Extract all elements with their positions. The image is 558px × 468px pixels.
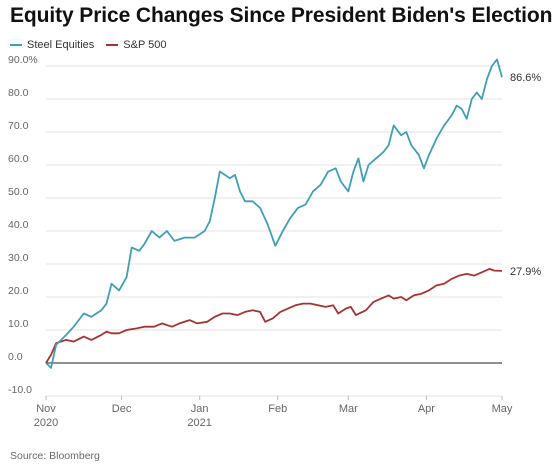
y-tick-label: 20.0	[8, 285, 29, 297]
x-tick-sublabel: 2020	[34, 417, 58, 429]
y-tick-label: 30.0	[8, 252, 29, 264]
y-tick-label: 50.0	[8, 186, 29, 198]
x-tick-label: Nov	[36, 403, 56, 415]
chart-title: Equity Price Changes Since President Bid…	[10, 4, 553, 27]
x-tick-label: Dec	[112, 403, 132, 415]
y-tick-label: 0.0	[8, 351, 23, 363]
legend-label-sp500: S&P 500	[123, 39, 167, 51]
legend-item-steel-equities[interactable]: Steel Equities	[10, 39, 94, 51]
y-tick-label: -10.0	[8, 384, 32, 396]
legend-swatch-sp500	[106, 44, 119, 46]
source-note: Source: Bloomberg	[10, 450, 100, 462]
series-line-sp500	[45, 268, 503, 364]
x-tick-label: Apr	[418, 403, 435, 415]
series-line-steel-equities	[45, 58, 503, 369]
grid-lines	[46, 65, 502, 397]
legend-swatch-steel-equities	[10, 44, 22, 46]
x-tick-label: Jan	[191, 403, 209, 415]
y-tick-label: 70.0	[8, 120, 29, 132]
x-tick-sublabel: 2021	[187, 417, 211, 429]
end-label-steel-equities: 86.6%	[510, 72, 541, 84]
y-tick-label: 40.0	[8, 219, 29, 231]
x-axis-tick-labels: Nov 2020 Dec Jan 2021 Feb Mar Apr May	[34, 396, 513, 429]
y-axis-tick-labels: 90.0% 80.0 70.0 60.0 50.0 40.0 30.0 20.0 10.0 0.0…	[8, 54, 38, 396]
y-tick-label: 10.0	[8, 318, 29, 330]
legend-label-steel-equities: Steel Equities	[27, 39, 95, 51]
legend: Steel Equities S&P 500	[10, 39, 179, 51]
legend-item-sp500[interactable]: S&P 500	[106, 39, 167, 51]
series-end-labels: 27.9% 86.6%	[510, 72, 541, 278]
y-tick-label: 80.0	[8, 87, 29, 99]
x-tick-label: Mar	[339, 403, 358, 415]
y-tick-label: 60.0	[8, 153, 29, 165]
end-label-sp500: 27.9%	[510, 266, 541, 278]
series-lines	[45, 58, 503, 369]
y-tick-label: 90.0%	[8, 54, 38, 66]
x-tick-label: May	[492, 403, 513, 415]
x-tick-label: Feb	[268, 403, 287, 415]
